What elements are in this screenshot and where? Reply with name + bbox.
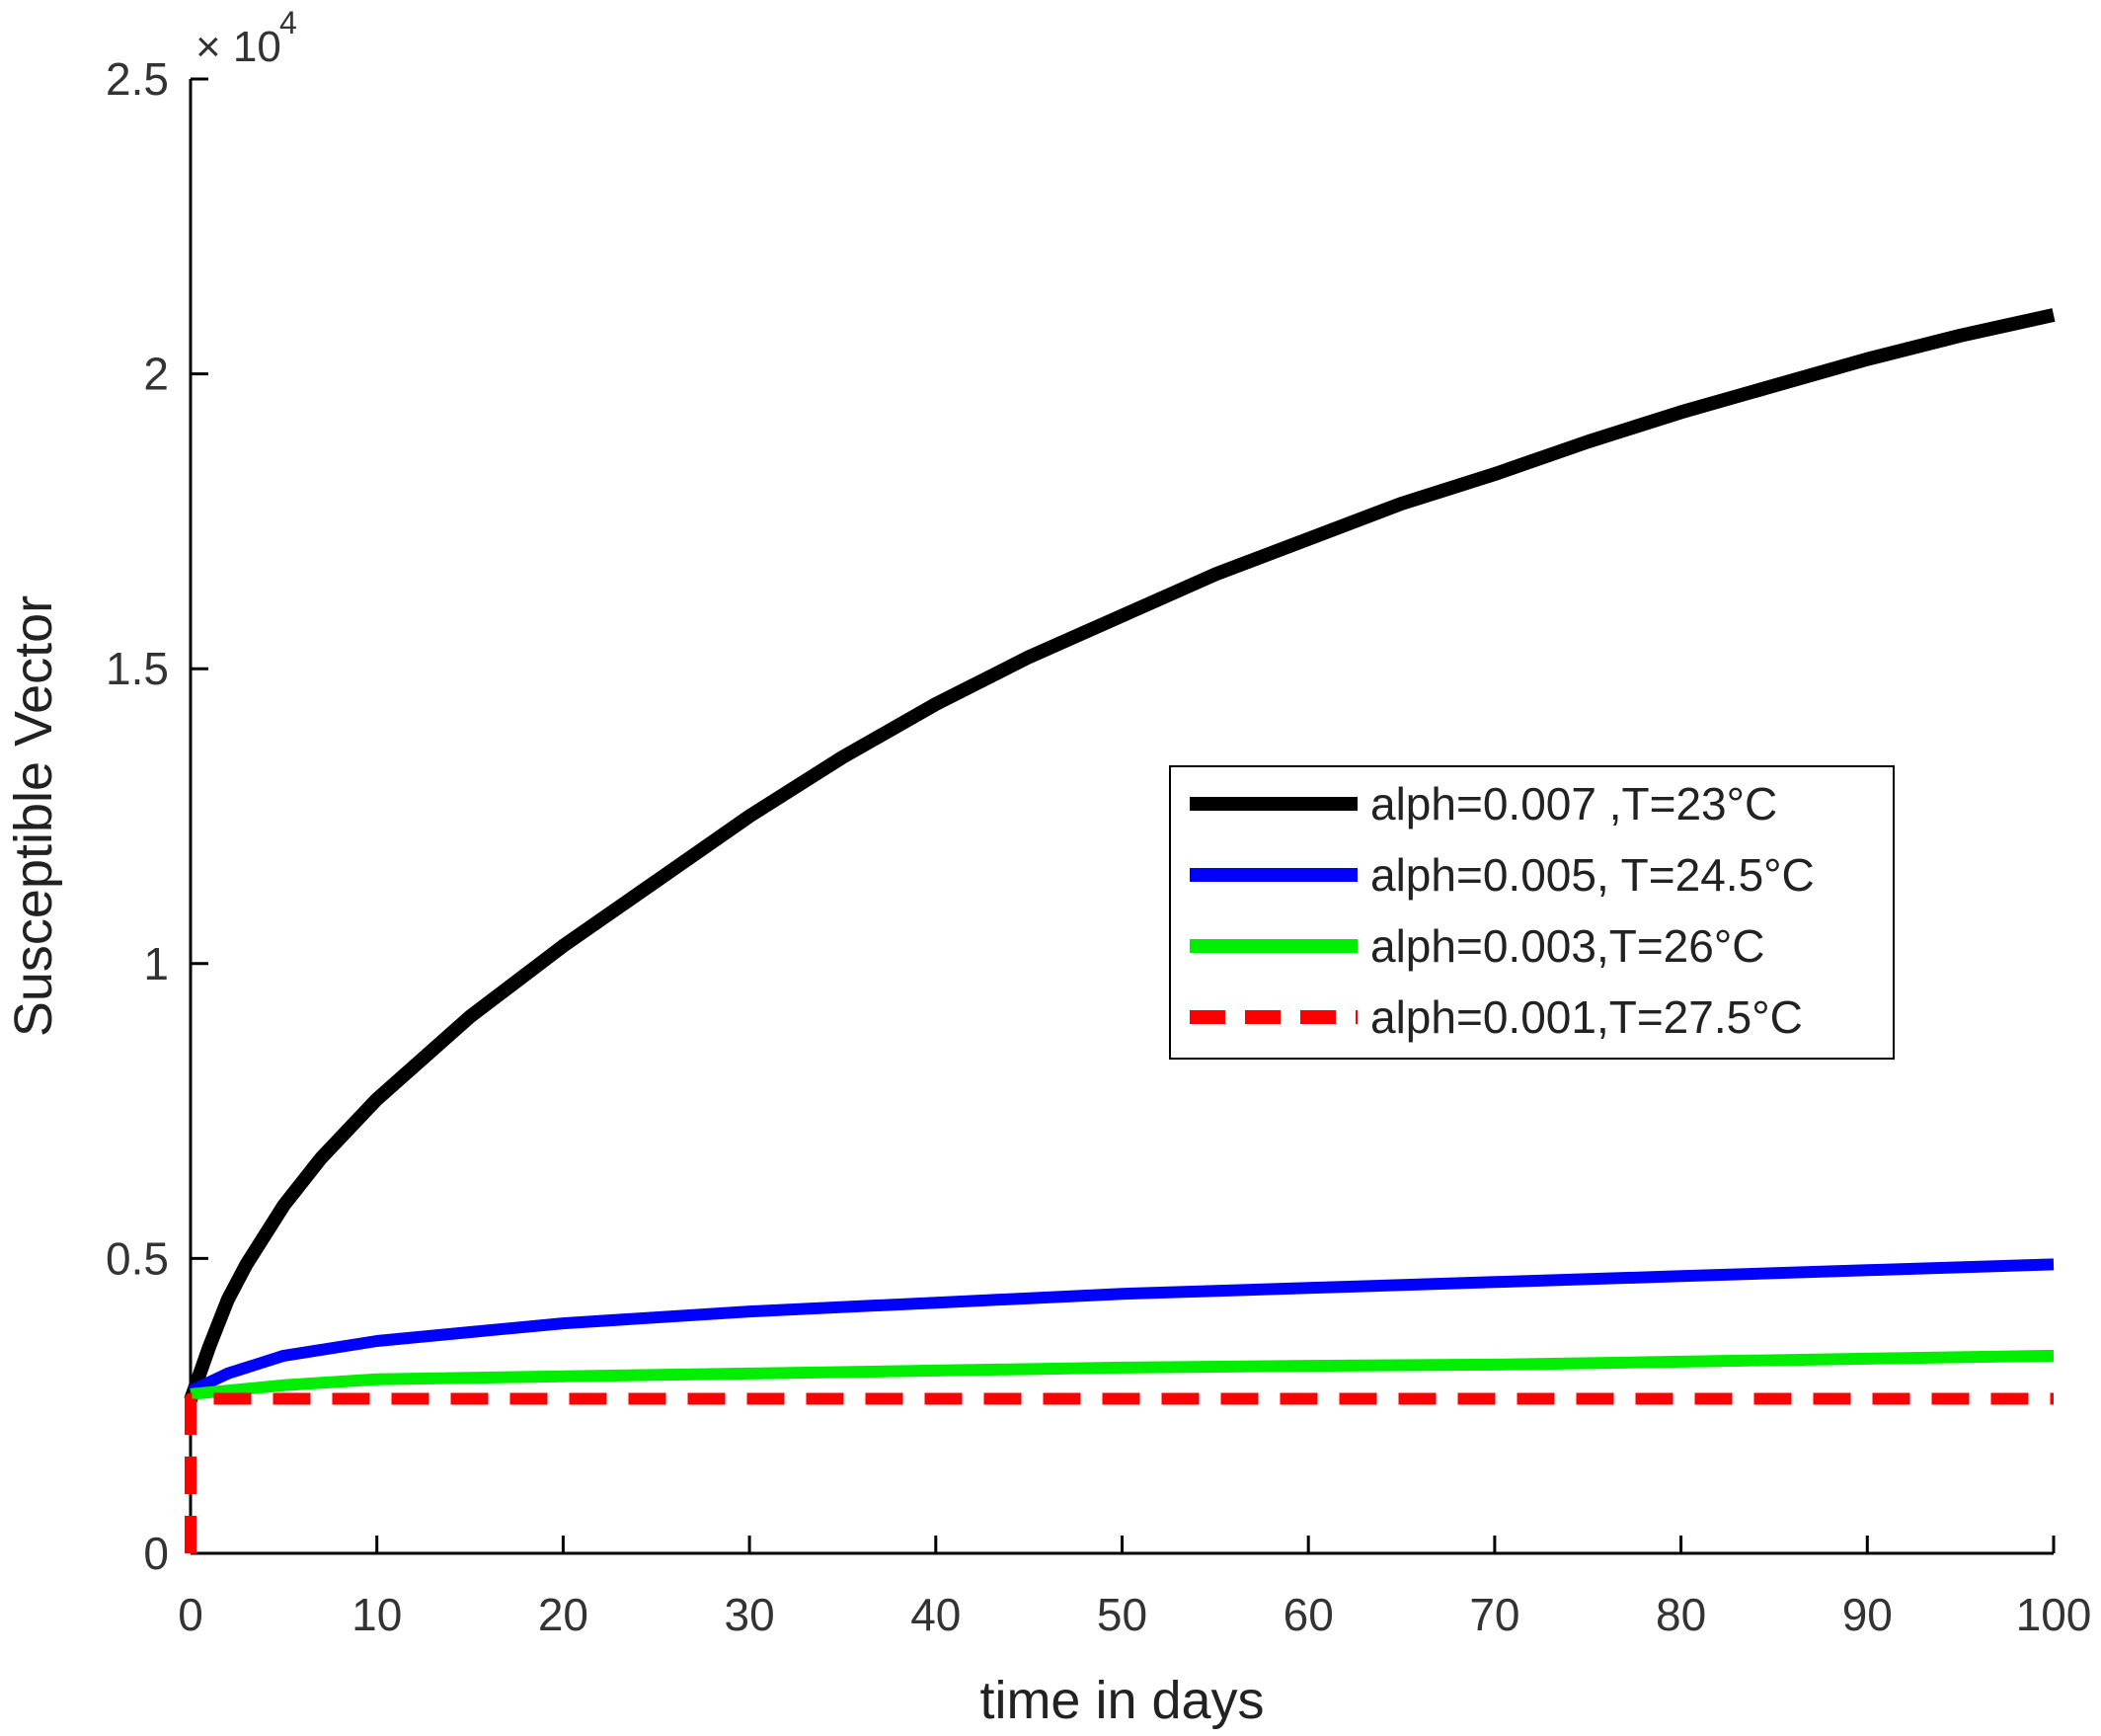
y-multiplier-base: × 10 bbox=[195, 23, 281, 71]
legend-entries: alph=0.007 ,T=23°C alph=0.005, T=24.5°C al… bbox=[1190, 778, 1815, 1043]
x-tick-label: 40 bbox=[910, 1589, 961, 1640]
y-multiplier-exponent: 4 bbox=[279, 5, 297, 40]
legend-label: alph=0.003,T=26°C bbox=[1370, 920, 1764, 972]
x-tick-label: 20 bbox=[538, 1589, 588, 1640]
x-tick-label: 90 bbox=[1842, 1589, 1893, 1640]
y-tick-label: 1 bbox=[143, 938, 169, 989]
x-tick-label: 80 bbox=[1656, 1589, 1706, 1640]
plot-area: 0 10 20 30 40 50 60 70 80 90 100 0 0.5 1 1.5 2 2.5 bbox=[106, 53, 2091, 1640]
y-axis-ticks: 0 0.5 1 1.5 2 2.5 bbox=[106, 53, 208, 1579]
x-axis-label: time in days bbox=[979, 1671, 1264, 1730]
y-tick-label: 0 bbox=[143, 1528, 169, 1579]
y-tick-label: 1.5 bbox=[106, 643, 169, 694]
series-line bbox=[184, 308, 2056, 1403]
x-tick-label: 60 bbox=[1284, 1589, 1334, 1640]
y-multiplier-label: × 10 4 bbox=[195, 5, 297, 71]
legend-label: alph=0.001,T=27.5°C bbox=[1370, 991, 1803, 1043]
x-tick-label: 100 bbox=[2016, 1589, 2092, 1640]
y-tick-label: 0.5 bbox=[106, 1232, 169, 1284]
series-line bbox=[188, 1258, 2055, 1397]
series-layer bbox=[184, 308, 2056, 1553]
x-tick-label: 70 bbox=[1469, 1589, 1519, 1640]
series-line bbox=[185, 1392, 2054, 1553]
y-tick-label: 2 bbox=[143, 349, 169, 400]
legend-label: alph=0.007 ,T=23°C bbox=[1370, 778, 1777, 829]
x-tick-label: 50 bbox=[1097, 1589, 1147, 1640]
legend: alph=0.007 ,T=23°C alph=0.005, T=24.5°C al… bbox=[1169, 765, 1895, 1060]
x-tick-label: 10 bbox=[351, 1589, 402, 1640]
legend-label: alph=0.005, T=24.5°C bbox=[1370, 849, 1815, 901]
x-tick-label: 30 bbox=[725, 1589, 775, 1640]
y-tick-label: 2.5 bbox=[106, 53, 169, 105]
x-tick-label: 0 bbox=[178, 1589, 203, 1640]
x-axis-ticks: 0 10 20 30 40 50 60 70 80 90 100 bbox=[178, 1536, 2091, 1640]
y-axis-label: Susceptible Vector bbox=[4, 595, 63, 1037]
series-line bbox=[190, 1349, 2055, 1400]
legend-box bbox=[1169, 765, 1895, 1060]
